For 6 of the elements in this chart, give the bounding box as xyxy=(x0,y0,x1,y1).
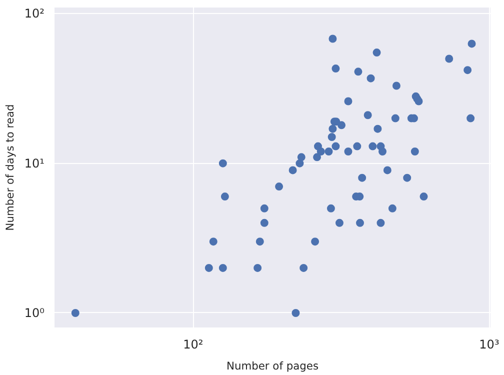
y-tick-label: 10⁰ xyxy=(24,306,45,320)
y-axis-title: Number of days to read xyxy=(3,104,16,231)
y-tick-label: 10¹ xyxy=(24,156,45,170)
y-tick-label: 10² xyxy=(24,6,45,21)
x-axis-title: Number of pages xyxy=(226,360,319,372)
x-tick-label: 10³ xyxy=(479,338,500,352)
